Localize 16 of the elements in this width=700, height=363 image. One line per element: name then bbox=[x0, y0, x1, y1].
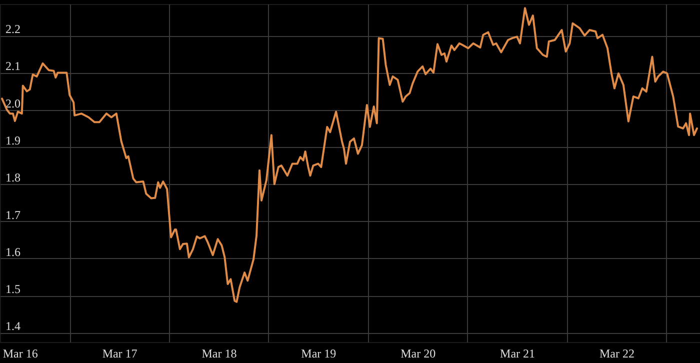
y-tick-label: 2.1 bbox=[6, 59, 20, 74]
y-tick-label: 1.5 bbox=[6, 282, 20, 296]
y-tick-label: 1.9 bbox=[6, 134, 20, 148]
y-tick-label: 2.0 bbox=[6, 96, 20, 110]
y-tick-label: 1.8 bbox=[6, 170, 20, 185]
x-tick-label: Mar 20 bbox=[400, 346, 436, 360]
x-tick-label: Mar 16 bbox=[2, 346, 38, 360]
x-tick-label: Mar 21 bbox=[500, 346, 536, 360]
x-tick-label: Mar 17 bbox=[102, 346, 138, 360]
y-tick-label: 2.2 bbox=[6, 22, 20, 36]
y-tick-label: 1.7 bbox=[6, 208, 20, 222]
x-tick-label: Mar 18 bbox=[202, 346, 237, 360]
x-tick-label: Mar 19 bbox=[301, 346, 336, 360]
y-tick-label: 1.4 bbox=[6, 319, 20, 334]
y-tick-label: 1.6 bbox=[6, 244, 20, 259]
x-tick-label: Mar 22 bbox=[599, 346, 634, 360]
